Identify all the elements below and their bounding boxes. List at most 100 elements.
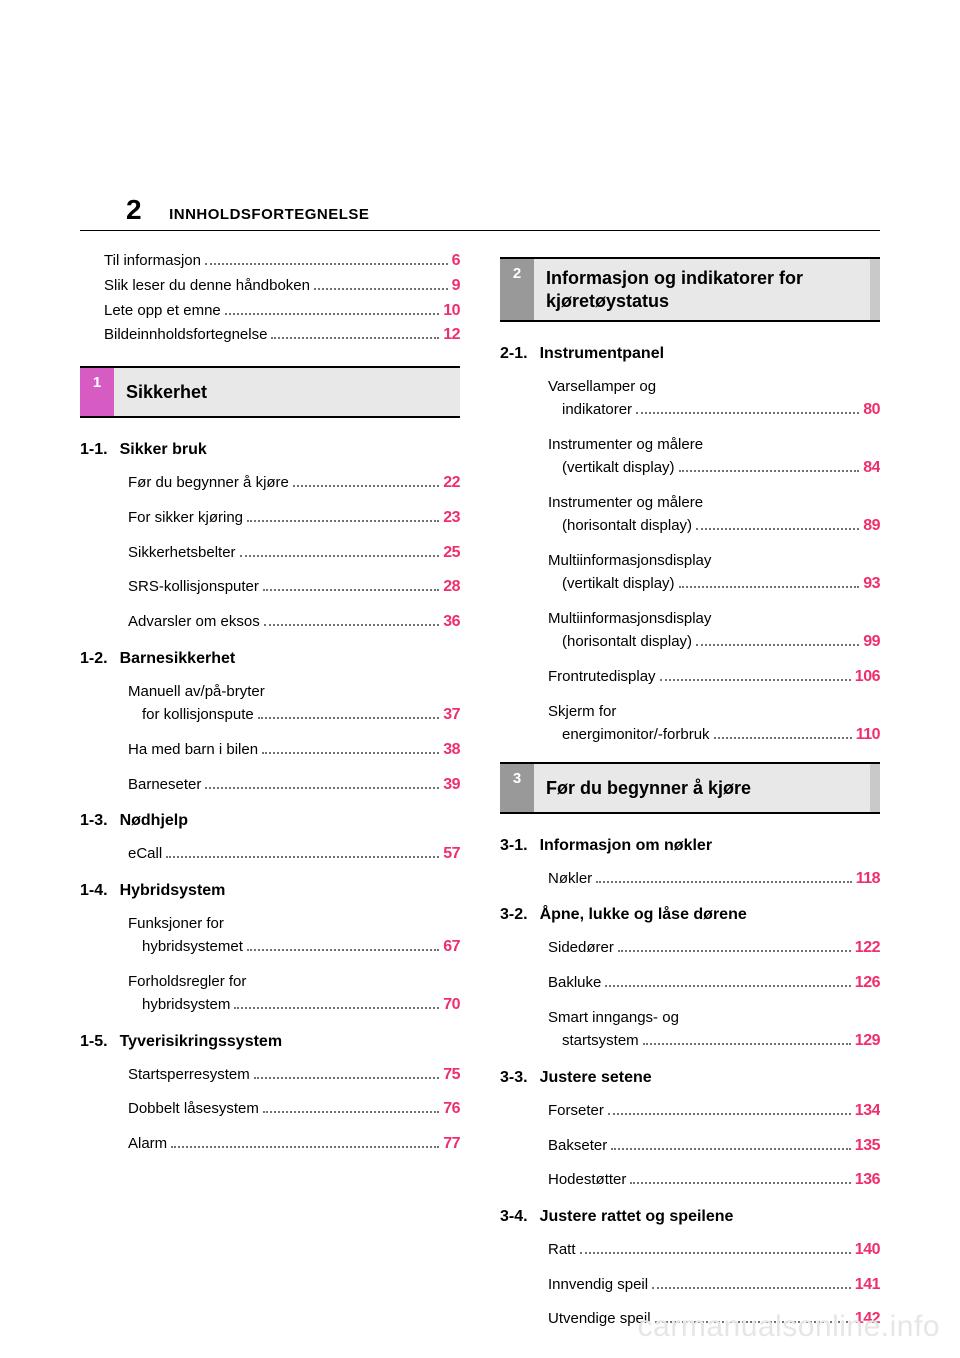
toc-entry[interactable]: Instrumenter og målere(vertikalt display… [548, 433, 880, 481]
toc-label-line1: Manuell av/på-bryter [128, 680, 460, 703]
toc-entry[interactable]: Sidedører122 [548, 936, 880, 961]
toc-label-line2-row: hybridsystemet67 [128, 935, 460, 960]
subsection-number: 2-1. [500, 344, 528, 365]
toc-entry[interactable]: Dobbelt låsesystem76 [128, 1097, 460, 1122]
toc-entry[interactable]: SRS-kollisjonsputer28 [128, 575, 460, 600]
toc-page-number: 36 [443, 610, 460, 635]
subsection-title: Åpne, lukke og låse dørene [540, 905, 880, 926]
toc-entry[interactable]: Til informasjon6 [104, 249, 460, 274]
subsection-items: Manuell av/på-bryterfor kollisjonspute37… [128, 680, 460, 798]
toc-label: Sikkerhetsbelter [128, 541, 236, 564]
toc-entry[interactable]: Slik leser du denne håndboken 9 [104, 274, 460, 299]
section-1-title: Sikkerhet [114, 368, 460, 416]
toc-entry[interactable]: Smart inngangs- ogstartsystem129 [548, 1006, 880, 1054]
toc-label-line2: (vertikalt display) [562, 456, 675, 479]
subsection-number: 3-4. [500, 1207, 528, 1228]
toc-leader-dots [263, 589, 439, 591]
toc-leader-dots [679, 586, 860, 588]
toc-entry[interactable]: Manuell av/på-bryterfor kollisjonspute37 [128, 680, 460, 728]
toc-entry[interactable]: Advarsler om eksos36 [128, 610, 460, 635]
toc-entry[interactable]: Bildeinnholdsfortegnelse12 [104, 323, 460, 348]
toc-leader-dots [263, 1111, 439, 1113]
toc-entry[interactable]: For sikker kjøring23 [128, 506, 460, 531]
toc-entry[interactable]: Forseter134 [548, 1099, 880, 1124]
toc-label: Slik leser du denne håndboken [104, 274, 310, 297]
toc-entry[interactable]: Nøkler118 [548, 867, 880, 892]
toc-label-line2-row: (vertikalt display) 84 [548, 456, 880, 481]
subsection-number: 1-2. [80, 649, 108, 670]
toc-leader-dots [618, 950, 851, 952]
toc-entry[interactable]: Varsellamper ogindikatorer80 [548, 375, 880, 423]
toc-page-number: 80 [863, 398, 880, 423]
toc-leader-dots [630, 1182, 850, 1184]
toc-leader-dots [262, 752, 439, 754]
section-2-box: 2 Informasjon og indikatorer for kjøretø… [500, 257, 880, 322]
toc-entry[interactable]: eCall57 [128, 842, 460, 867]
toc-leader-dots [240, 555, 440, 557]
toc-label: Ratt [548, 1238, 576, 1261]
toc-entry[interactable]: Frontrutedisplay106 [548, 665, 880, 690]
toc-entry[interactable]: Funksjoner forhybridsystemet67 [128, 912, 460, 960]
toc-label: Utvendige speil [548, 1307, 651, 1330]
toc-label-line2-row: hybridsystem70 [128, 993, 460, 1018]
toc-entry[interactable]: Skjerm forenergimonitor/-forbruk110 [548, 700, 880, 748]
toc-leader-dots [254, 1077, 440, 1079]
toc-entry[interactable]: Ha med barn i bilen38 [128, 738, 460, 763]
toc-entry[interactable]: Før du begynner å kjøre22 [128, 471, 460, 496]
toc-label-line2-row: indikatorer 80 [548, 398, 880, 423]
subsection-number: 1-4. [80, 881, 108, 902]
toc-label: Sidedører [548, 936, 614, 959]
toc-label: Bildeinnholdsfortegnelse [104, 323, 267, 346]
right-subsections-3: 3-1.Informasjon om nøklerNøkler1183-2.Åp… [500, 836, 880, 1332]
toc-label-line1: Multiinformasjonsdisplay [548, 607, 880, 630]
toc-leader-dots [166, 856, 439, 858]
subsection-heading: 2-1.Instrumentpanel [500, 344, 880, 365]
toc-entry[interactable]: Multiinformasjonsdisplay(vertikalt displ… [548, 549, 880, 597]
toc-entry[interactable]: Startsperresystem75 [128, 1063, 460, 1088]
toc-label: Før du begynner å kjøre [128, 471, 289, 494]
page-root: 2 INNHOLDSFORTEGNELSE Til informasjon6Sl… [0, 0, 960, 1346]
toc-entry[interactable]: Alarm77 [128, 1132, 460, 1157]
subsection-heading: 1-1.Sikker bruk [80, 440, 460, 461]
toc-label-line1: Funksjoner for [128, 912, 460, 935]
subsection-title: Nødhjelp [120, 811, 460, 832]
subsection-items: eCall57 [128, 842, 460, 867]
toc-leader-dots [652, 1287, 851, 1289]
right-column: 2 Informasjon og indikatorer for kjøretø… [500, 249, 880, 1346]
toc-entry[interactable]: Barneseter39 [128, 773, 460, 798]
toc-page-number: 9 [452, 274, 460, 299]
subsection-number: 3-1. [500, 836, 528, 857]
toc-entry[interactable]: Bakseter135 [548, 1134, 880, 1159]
toc-entry[interactable]: Lete opp et emne10 [104, 299, 460, 324]
toc-label-line2-row: (horisontalt display)89 [548, 514, 880, 539]
right-subsections-2: 2-1.InstrumentpanelVarsellamper ogindika… [500, 344, 880, 748]
toc-entry[interactable]: Innvendig speil141 [548, 1273, 880, 1298]
subsection-number: 1-1. [80, 440, 108, 461]
toc-entry[interactable]: Sikkerhetsbelter25 [128, 541, 460, 566]
toc-page-number: 77 [443, 1132, 460, 1157]
toc-label-line1: Forholdsregler for [128, 970, 460, 993]
toc-leader-dots [636, 412, 859, 414]
subsection-number: 3-3. [500, 1068, 528, 1089]
subsection-heading: 3-1. Informasjon om nøkler [500, 836, 880, 857]
toc-page-number: 38 [443, 738, 460, 763]
toc-label-line2-row: energimonitor/-forbruk110 [548, 723, 880, 748]
toc-leader-dots [608, 1113, 851, 1115]
toc-entry[interactable]: Ratt 140 [548, 1238, 880, 1263]
toc-page-number: 6 [452, 249, 460, 274]
toc-entry[interactable]: Forholdsregler forhybridsystem70 [128, 970, 460, 1018]
toc-entry[interactable]: Multiinformasjonsdisplay(horisontalt dis… [548, 607, 880, 655]
toc-label-line2: indikatorer [562, 398, 632, 421]
toc-entry[interactable]: Bakluke126 [548, 971, 880, 996]
toc-entry[interactable]: Hodestøtter136 [548, 1168, 880, 1193]
left-subsections: 1-1.Sikker bruk Før du begynner å kjøre22… [80, 440, 460, 1157]
toc-leader-dots [596, 881, 852, 883]
toc-entry[interactable]: Instrumenter og målere(horisontalt displ… [548, 491, 880, 539]
toc-leader-dots [247, 949, 439, 951]
toc-page-number: 84 [863, 456, 880, 481]
toc-page-number: 140 [855, 1238, 880, 1263]
subsection-title: Informasjon om nøkler [540, 836, 880, 857]
toc-page-number: 93 [863, 572, 880, 597]
toc-page-number: 99 [863, 630, 880, 655]
toc-page-number: 67 [443, 935, 460, 960]
